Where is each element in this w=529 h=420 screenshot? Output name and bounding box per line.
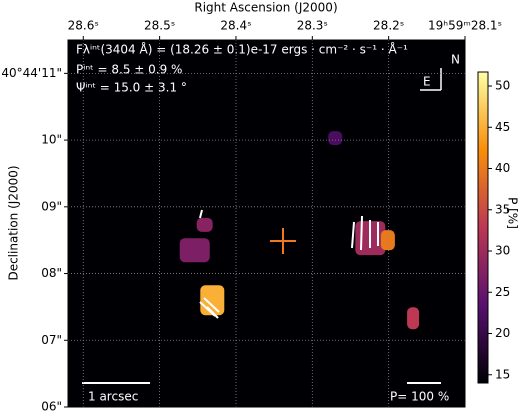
colorbar-tick-label: 50: [495, 79, 510, 93]
source: [200, 285, 225, 316]
colorbar-tick-label: 25: [495, 285, 510, 299]
colorbar-tick-label: 15: [495, 367, 510, 381]
y-axis-title: Declination (J2000): [7, 165, 21, 280]
colorbar-tick-label: 45: [495, 120, 510, 134]
vector-scale-label: P= 100 %: [390, 390, 449, 404]
y-tick-label: 08": [41, 266, 62, 280]
plot-area: [68, 40, 465, 407]
colorbar-title: P [%]: [506, 197, 520, 229]
x-tick-label: 28.5ˢ: [144, 19, 175, 33]
source: [196, 217, 213, 232]
y-tick-label: 40°44'11": [1, 66, 62, 80]
x-axis-title: Right Ascension (J2000): [194, 1, 337, 15]
x-tick-label: 28.4ˢ: [220, 19, 251, 33]
compass-n: N: [451, 53, 460, 67]
source: [380, 230, 395, 251]
y-tick-label: 09": [41, 199, 62, 213]
y-tick-label: 06": [41, 400, 62, 414]
scale-bar-label: 1 arcsec: [88, 390, 138, 404]
compass-e: E: [423, 75, 431, 89]
pol-label: Pⁱⁿᵗ = 8.5 ± 0.9 %: [76, 63, 182, 77]
plot-frame: [67, 39, 466, 408]
vectors: [199, 209, 379, 319]
colorbar-tick-label: 20: [495, 326, 510, 340]
colorbar: [477, 71, 489, 384]
y-tick-label: 07": [41, 333, 62, 347]
source: [328, 131, 343, 146]
x-tick-label: 28.6ˢ: [68, 19, 99, 33]
source: [407, 307, 420, 330]
x-tick-label: 28.2ˢ: [373, 19, 404, 33]
crosshair: [270, 228, 296, 254]
colorbar-tick-label: 35: [495, 202, 510, 216]
flux-label: Fλⁱⁿᵗ(3404 Å) = (18.26 ± 0.1)e-17 ergs ·…: [76, 42, 408, 57]
x-tick-label: 28.3ˢ: [297, 19, 328, 33]
colorbar-tick-label: 30: [495, 244, 510, 258]
source: [179, 238, 210, 263]
angle-label: Ψⁱⁿᵗ = 15.0 ± 3.1 °: [76, 81, 187, 95]
x-tick-label: 19ʰ59ᵐ28.1ˢ: [428, 19, 502, 33]
compass: [420, 68, 442, 91]
colorbar-tick-label: 40: [495, 161, 510, 175]
y-tick-label: 10": [41, 133, 62, 147]
